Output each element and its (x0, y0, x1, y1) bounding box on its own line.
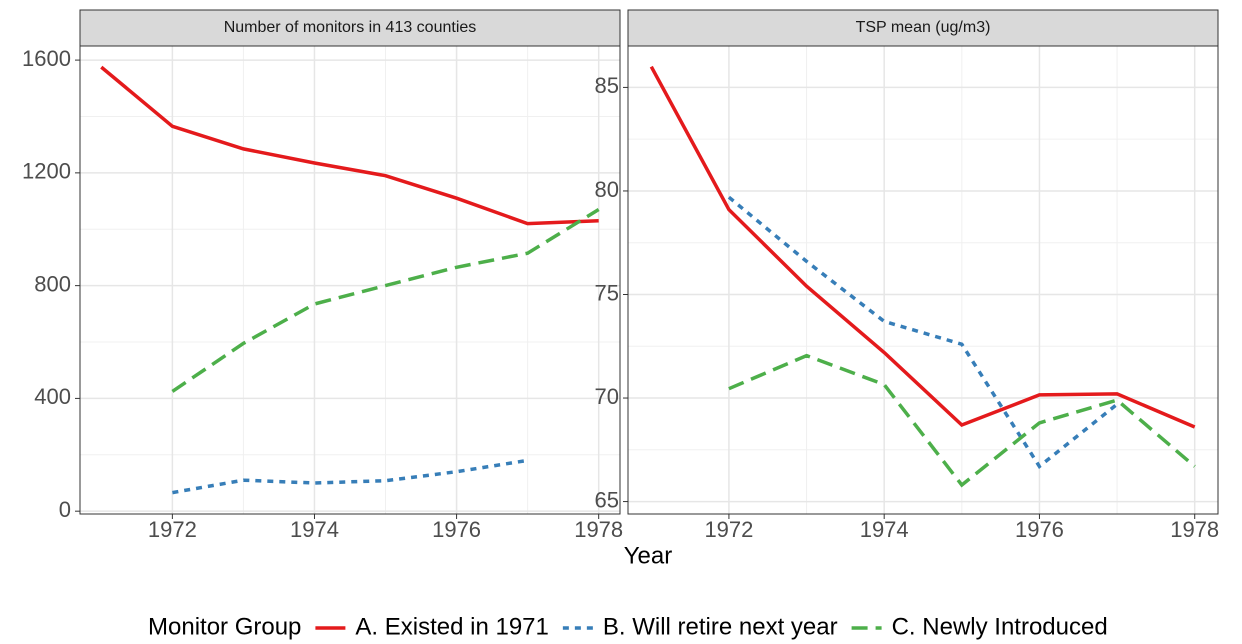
x-tick-label: 1976 (432, 517, 481, 542)
x-tick-label: 1972 (148, 517, 197, 542)
x-tick-label: 1978 (574, 517, 623, 542)
series-line (649, 65, 1196, 429)
x-tick-label: 1972 (704, 517, 753, 542)
series-line (172, 458, 528, 495)
series-line (727, 195, 1119, 469)
y-tick-label: 1200 (22, 159, 71, 184)
strip (627, 9, 1219, 47)
panel-border (627, 45, 1219, 515)
legend-label: C. Newly Introduced (892, 613, 1108, 640)
y-tick-label: 85 (595, 73, 619, 98)
strip (79, 9, 621, 47)
x-tick-label: 1976 (1015, 517, 1064, 542)
x-tick-label: 1974 (860, 517, 909, 542)
panel-border (79, 45, 621, 515)
legend-title: Monitor Group (148, 613, 301, 640)
y-tick-label: 0 (59, 497, 71, 522)
y-tick-label: 70 (595, 384, 619, 409)
legend-label: B. Will retire next year (603, 613, 838, 640)
y-tick-label: 1600 (22, 46, 71, 71)
y-tick-label: 400 (34, 384, 71, 409)
series-line (100, 65, 599, 226)
x-tick-label: 1978 (1170, 517, 1219, 542)
legend-label: A. Existed in 1971 (355, 613, 548, 640)
y-tick-label: 80 (595, 177, 619, 202)
x-axis-label: Year (624, 542, 673, 569)
panel-title: Number of monitors in 413 counties (224, 19, 477, 36)
x-tick-label: 1974 (290, 517, 339, 542)
series-line (171, 208, 600, 393)
series-line (728, 353, 1196, 488)
y-tick-label: 800 (34, 271, 71, 296)
panel-title: TSP mean (ug/m3) (856, 19, 991, 36)
y-tick-label: 75 (595, 280, 619, 305)
y-tick-label: 65 (595, 487, 619, 512)
